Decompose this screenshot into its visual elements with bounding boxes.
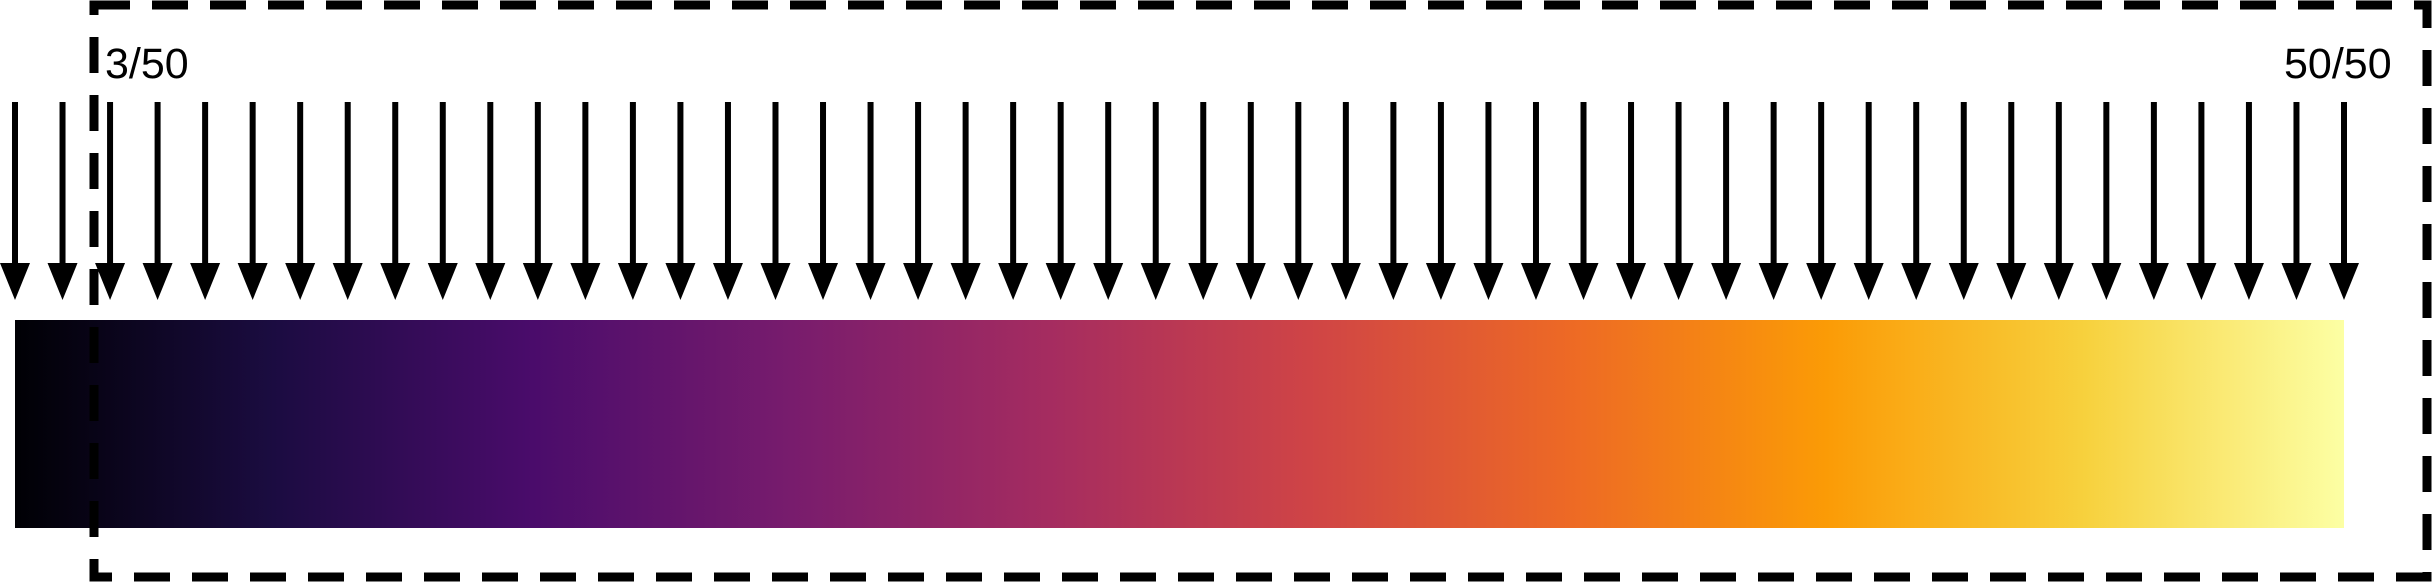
frame-arrow (1901, 102, 1932, 300)
frame-arrow (475, 102, 506, 300)
frame-arrow (2329, 102, 2359, 300)
frame-arrow (1045, 102, 1076, 300)
frame-arrow (1378, 102, 1409, 300)
frame-arrow (1330, 102, 1361, 300)
frame-arrow (332, 102, 363, 300)
frame-arrow (855, 102, 886, 300)
frame-arrow (1235, 102, 1266, 300)
frame-arrow (998, 102, 1029, 300)
frame-arrow (190, 102, 221, 300)
frame-arrow (1996, 102, 2027, 300)
frame-arrow (1568, 102, 1599, 300)
frame-arrow (570, 102, 601, 300)
frame-arrow (1853, 102, 1884, 300)
frame-arrow (712, 102, 743, 300)
frame-arrow (1758, 102, 1789, 300)
frame-arrow (2091, 102, 2122, 300)
frame-arrow (2138, 102, 2169, 300)
frame-arrow (1711, 102, 1742, 300)
frame-arrow (1093, 102, 1124, 300)
frame-arrow (903, 102, 934, 300)
colormap-bar (15, 320, 2344, 528)
frame-arrow (950, 102, 981, 300)
frame-arrow (1616, 102, 1647, 300)
frame-arrow (2233, 102, 2264, 300)
frame-arrow (1663, 102, 1694, 300)
frame-arrow (237, 102, 268, 300)
frame-arrow (1806, 102, 1837, 300)
selection-window-box[interactable] (89, 0, 2432, 582)
frame-arrow (47, 102, 78, 300)
frame-arrow (1520, 102, 1551, 300)
frame-arrow (142, 102, 173, 300)
frame-arrow (1140, 102, 1171, 300)
frame-arrow (808, 102, 839, 300)
frame-arrow (1188, 102, 1219, 300)
frame-arrow (0, 102, 30, 300)
frame-arrow (1283, 102, 1314, 300)
frame-arrow (2186, 102, 2217, 300)
frame-arrow (1473, 102, 1504, 300)
frame-arrow (95, 102, 126, 300)
frame-arrow (2281, 102, 2312, 300)
selection-start-label: 3/50 (105, 40, 189, 88)
frame-arrow (427, 102, 458, 300)
frame-arrow (522, 102, 553, 300)
frame-arrow (1425, 102, 1456, 300)
selection-end-label: 50/50 (2284, 40, 2392, 88)
frame-arrow (665, 102, 696, 300)
frame-arrows (0, 102, 2359, 300)
frame-arrow (760, 102, 791, 300)
frame-arrow (285, 102, 316, 300)
frame-arrow (380, 102, 411, 300)
frame-arrow (617, 102, 648, 300)
frame-arrow (2043, 102, 2074, 300)
frame-arrow (1948, 102, 1979, 300)
